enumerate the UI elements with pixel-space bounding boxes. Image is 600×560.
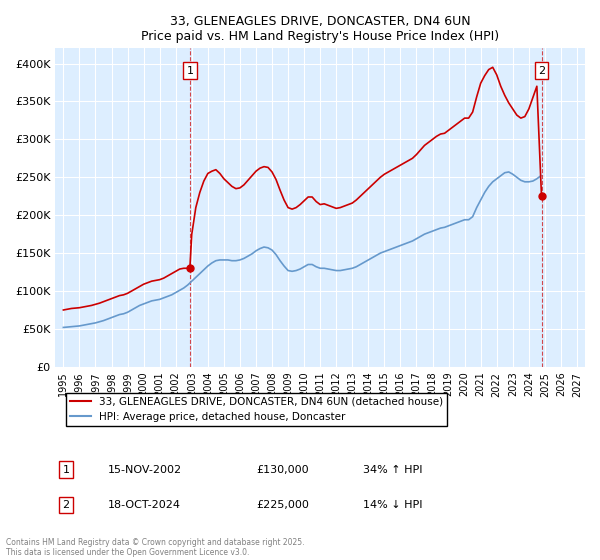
Text: 34% ↑ HPI: 34% ↑ HPI [362, 464, 422, 474]
Text: 14% ↓ HPI: 14% ↓ HPI [362, 500, 422, 510]
Text: 15-NOV-2002: 15-NOV-2002 [109, 464, 182, 474]
Title: 33, GLENEAGLES DRIVE, DONCASTER, DN4 6UN
Price paid vs. HM Land Registry's House: 33, GLENEAGLES DRIVE, DONCASTER, DN4 6UN… [141, 15, 499, 43]
Text: 1: 1 [187, 66, 193, 76]
Text: £130,000: £130,000 [257, 464, 309, 474]
Text: 1: 1 [62, 464, 70, 474]
Text: 18-OCT-2024: 18-OCT-2024 [109, 500, 181, 510]
Text: 2: 2 [538, 66, 545, 76]
Text: 2: 2 [62, 500, 70, 510]
Legend: 33, GLENEAGLES DRIVE, DONCASTER, DN4 6UN (detached house), HPI: Average price, d: 33, GLENEAGLES DRIVE, DONCASTER, DN4 6UN… [66, 393, 448, 426]
Text: £225,000: £225,000 [257, 500, 310, 510]
Text: Contains HM Land Registry data © Crown copyright and database right 2025.
This d: Contains HM Land Registry data © Crown c… [6, 538, 305, 557]
